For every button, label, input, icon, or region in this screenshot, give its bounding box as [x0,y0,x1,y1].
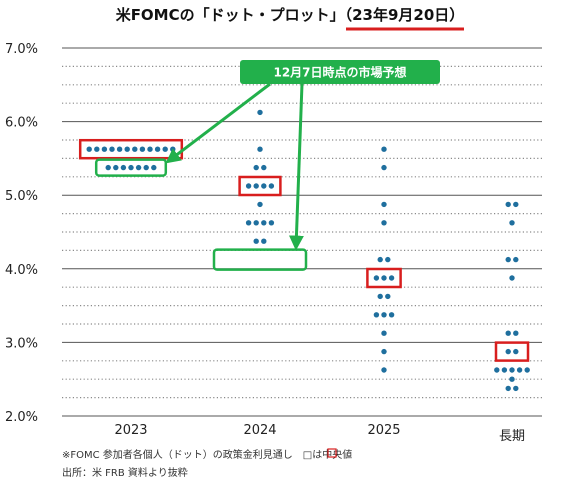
dot [257,201,263,208]
dot [253,238,259,244]
dot [505,330,511,336]
dot [381,312,387,318]
market-forecast-box [212,248,308,271]
dot [245,183,252,189]
x-category-label: 長期 [499,429,525,444]
chart-title: 米FOMCの「ドット・プロット」（23年9月20日） [116,6,465,24]
dot [135,164,142,171]
dot [151,164,157,171]
dot [381,275,387,281]
dot [261,183,267,189]
dot [257,146,263,152]
dot [381,367,387,373]
y-tick-label: 6.0% [5,116,38,131]
y-tick-label: 2.0% [5,410,38,425]
dot [505,385,511,392]
dot [377,256,383,263]
y-tick-label: 3.0% [5,336,38,351]
callout-arrow [288,83,304,251]
dot [268,183,275,189]
dot [381,201,387,208]
dot [373,275,380,281]
dot [505,201,511,208]
x-category-label: 2025 [367,423,400,438]
y-tick-label: 7.0% [5,42,38,57]
dot [128,164,134,171]
dot [509,275,515,281]
dot [524,367,530,373]
dot [105,164,111,171]
footnote-source: 出所：米 FRB 資料より抜粋 [62,466,188,479]
median-box [366,267,402,289]
median-box [238,175,282,197]
dot [381,164,387,171]
dot [86,146,92,152]
dot [261,238,267,244]
dot [101,146,108,152]
dot [162,146,168,152]
dot [132,146,138,152]
dot [516,367,523,373]
median-legend-square [327,448,337,458]
dot [388,312,395,318]
median-box [494,341,530,362]
dot [509,376,515,382]
dot [381,348,387,355]
dot [143,164,149,171]
dot [139,146,146,152]
dot [388,275,395,281]
dot [505,256,511,263]
dot [94,146,100,152]
dot [268,220,275,226]
dot [505,348,511,355]
dot [381,330,387,336]
dot-series [86,109,530,392]
footnote-legend: ※FOMC 参加者各個人（ドット）の政策金利見通し □は中央値 [62,448,352,461]
dot [509,220,515,226]
dot [147,146,153,152]
dot [170,146,176,152]
dot [377,293,383,300]
dot [253,164,259,171]
y-axis-tick-labels: 7.0% 6.0% 5.0% 4.0% 3.0% 2.0% [5,42,38,425]
x-category-label: 2023 [114,423,147,438]
y-tick-label: 4.0% [5,263,38,278]
dot [509,367,515,373]
callout-label: 12月7日時点の市場予想 [273,65,406,80]
dot [261,164,267,171]
dot [245,220,252,226]
y-tick-label: 5.0% [5,189,38,204]
dot [253,183,259,189]
dot [261,220,267,226]
dot [120,164,127,171]
callout-label-box [240,60,440,84]
dot [513,256,519,263]
dot [109,146,115,152]
dot [154,146,161,152]
dot [513,385,519,392]
dot [501,367,508,373]
dot [385,256,391,263]
x-axis-category-labels: 2023 2024 2025 長期 [114,423,525,444]
dot [373,312,380,318]
dot [513,201,519,208]
dot [253,220,259,226]
dot [513,330,519,336]
x-category-label: 2024 [243,423,276,438]
callout-arrow [165,82,271,164]
dot [116,146,123,152]
market-forecast-box [94,158,168,177]
dot [381,146,387,152]
dot [113,164,119,171]
dot [381,220,387,226]
dot [513,348,519,355]
dot [124,146,130,152]
dot [257,109,263,116]
market-forecast-annotation: 12月7日時点の市場予想 [94,60,440,271]
dot [494,367,500,373]
dot [385,293,391,300]
